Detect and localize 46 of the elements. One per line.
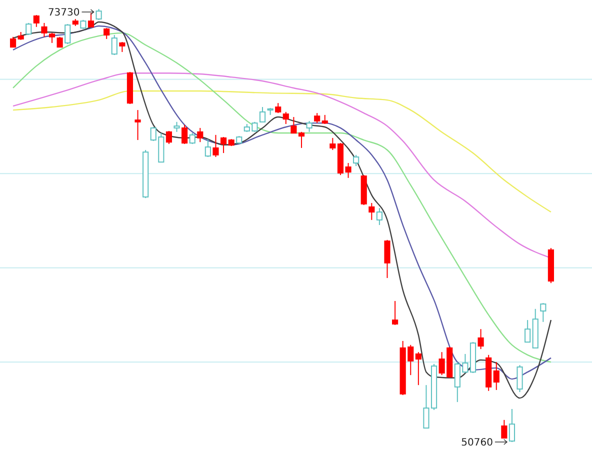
candlestick [80,19,86,30]
candlestick [290,116,297,134]
candlestick [10,36,16,48]
candlestick [330,137,336,151]
candlestick [119,41,126,52]
candlestick [64,24,71,45]
candlestick [212,134,219,158]
candlestick [26,22,32,36]
candlestick [104,28,110,40]
candlestick [384,239,390,278]
candlestick [298,131,305,148]
candlestick [282,111,289,124]
candlestick [508,408,516,442]
candlestick [376,208,382,226]
annotation: 50760 [461,438,493,448]
candlestick [353,154,360,167]
candlestick [56,36,63,48]
candlestick [182,124,188,144]
annotation: 73730 [48,8,80,18]
candlestick [493,362,500,390]
candlestick [204,138,211,158]
candlestick [368,202,375,220]
candlestick [96,8,102,20]
candlestick [322,114,328,124]
candlestick [306,120,312,132]
candlestick [501,419,508,439]
candlestick [415,352,422,386]
candlestick [314,112,320,124]
candlestick [88,12,94,28]
candlestick [259,106,266,122]
candlestick [478,328,484,350]
candlestick [524,320,531,343]
candlestick [33,14,40,28]
candlestick [392,300,398,326]
candlestick [540,302,546,322]
candlestick [41,22,48,38]
candlestick [275,102,282,114]
candlestick [220,136,227,154]
candlestick [516,364,523,393]
candlestick [111,34,118,56]
candlestick [134,110,141,141]
candlestick [197,127,204,143]
candlestick [189,132,196,144]
candlestick [166,130,172,144]
candlestick [174,121,180,132]
candlestick [48,32,56,44]
